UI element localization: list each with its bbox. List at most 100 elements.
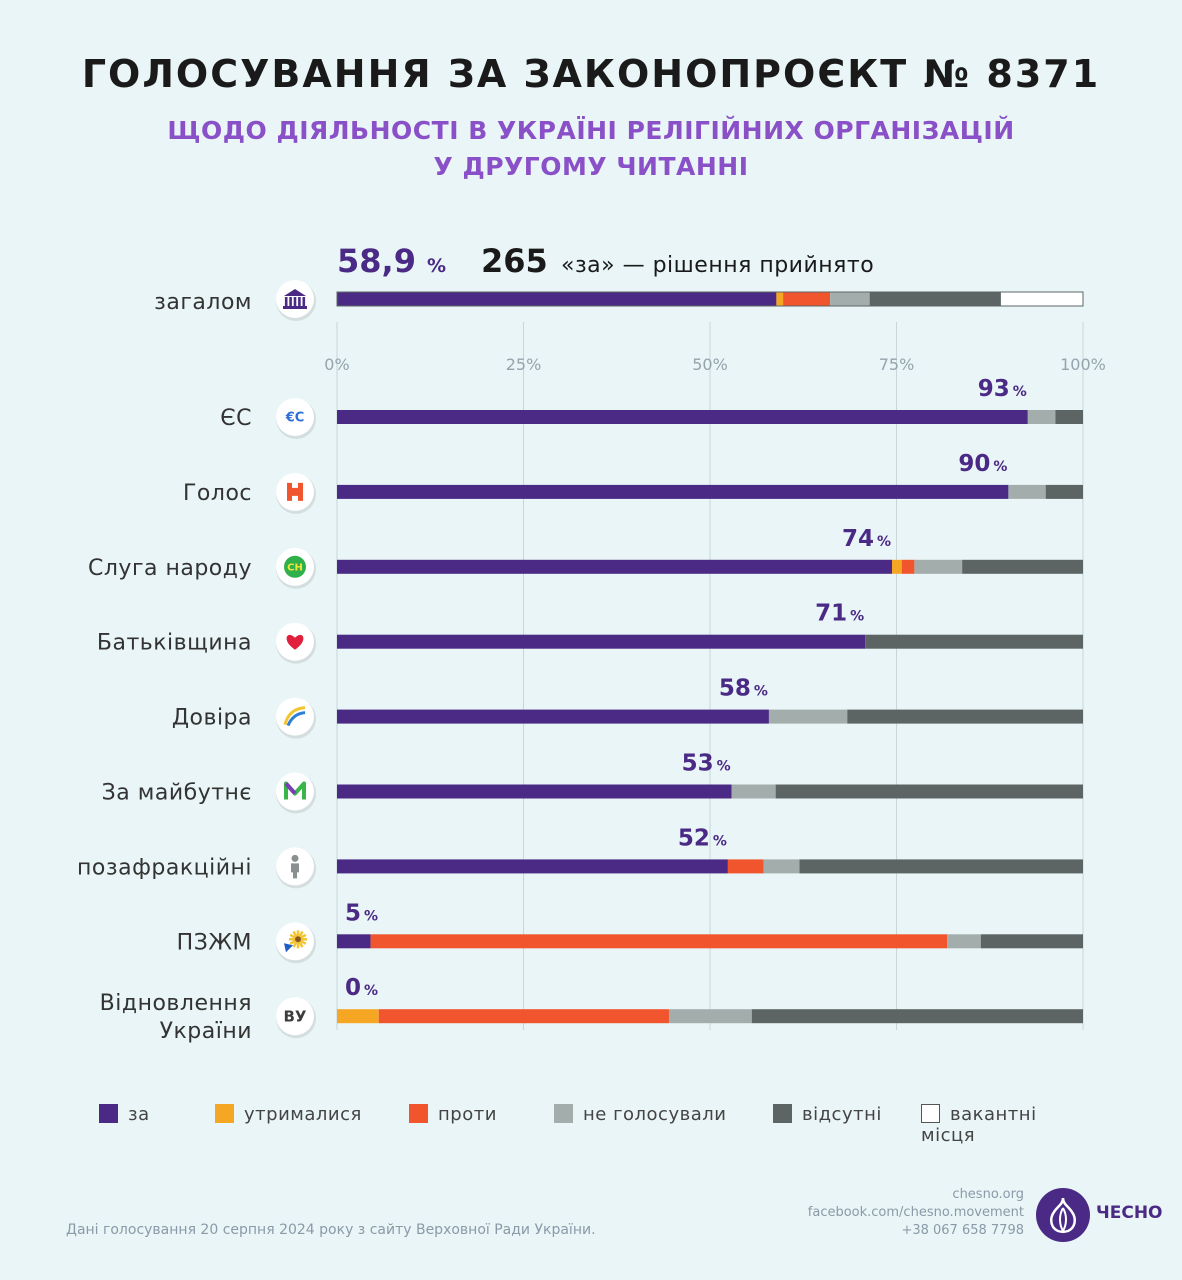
bar-segment-за (337, 410, 1028, 424)
row-label-line: України (160, 1019, 252, 1044)
data-source-note: Дані голосування 20 серпня 2024 року з с… (66, 1222, 596, 1238)
bar-segment-проти (727, 859, 764, 874)
row-label: Слуга народу (88, 556, 252, 581)
legend-item-ne-holosuvaly: не голосували (554, 1104, 726, 1128)
bar-segment-не-голосували (830, 292, 870, 306)
bar-segment-за (337, 709, 769, 724)
bar-segment-проти (370, 934, 948, 949)
subtitle-line-2: У ДРУГОМУ ЧИТАННІ (433, 152, 749, 181)
value-label: 58 (719, 676, 751, 702)
legend-label-za: за (128, 1104, 150, 1125)
heart-icon (276, 622, 316, 664)
holos-icon (276, 472, 316, 514)
bar-segment-утрималися (337, 1009, 379, 1024)
bar-segment-за (337, 292, 777, 306)
x-tick-label: 0% (324, 355, 349, 374)
row-label-line: Відновлення (100, 991, 252, 1016)
bar-segment-за (337, 784, 732, 799)
bar-segment-не-голосували (768, 709, 848, 724)
bar-segment-відсутні (980, 934, 1083, 949)
legend-label-utrymalysia: утрималися (244, 1104, 362, 1125)
value-label: 93 (978, 376, 1010, 402)
legend-item-vakantni: вакантні місця (921, 1104, 1089, 1146)
bar-segment-за (337, 484, 1009, 499)
bar-segment-проти (783, 292, 831, 306)
chart-title: ГОЛОСУВАННЯ ЗА ЗАКОНОПРОЄКТ № 8371 (81, 52, 1101, 96)
row-label-total: загалом (154, 290, 252, 315)
value-label-suffix: % (877, 534, 891, 550)
bar-segment-відсутні (869, 292, 1001, 306)
bar-segment-відсутні (1045, 484, 1083, 499)
bar-segment-проти (378, 1009, 669, 1024)
legend-item-za: за (99, 1104, 150, 1128)
value-label-suffix: % (364, 983, 378, 999)
summary-percent: 58,9 (337, 242, 416, 280)
bar-segment-за (337, 634, 866, 649)
value-label-suffix: % (993, 459, 1007, 475)
row-label: Батьківщина (97, 631, 252, 656)
es-icon: €C (276, 398, 316, 439)
row-label: позафракційні (77, 855, 252, 880)
bar-segment-не-голосували (1027, 410, 1056, 424)
value-label-suffix: % (364, 908, 378, 924)
bar-segment-не-голосували (668, 1009, 752, 1024)
bar-segment-відсутні (865, 634, 1083, 649)
value-label: 90 (958, 451, 990, 477)
value-label: 0 (345, 975, 361, 1001)
chesno-garlic-logo-icon (1036, 1188, 1090, 1242)
legend-label-ne-holosuvaly: не голосували (583, 1104, 727, 1125)
bar-segment-не-голосували (914, 559, 963, 574)
bar-segment-не-голосували (1008, 484, 1046, 499)
legend-item-vidsutni: відсутні (773, 1104, 882, 1128)
legend-swatch-za (99, 1104, 118, 1123)
stacked-bar-chart: 0% 25% 50% 75% 100%58,9% 265 «за» — рішення пр… (77, 242, 1106, 1044)
legend-label-vidsutni: відсутні (802, 1104, 882, 1125)
bar-segment-утрималися (776, 292, 784, 306)
svg-text:ВУ: ВУ (284, 1008, 307, 1026)
summary-count: 265 (481, 242, 548, 280)
value-label: 71 (815, 601, 847, 627)
facebook-link[interactable]: facebook.com/chesno.movement (807, 1205, 1024, 1220)
value-label-suffix: % (754, 684, 768, 700)
row-label: ЄС (220, 406, 252, 431)
bar-segment-відсутні (751, 1009, 1083, 1024)
bar-segment-не-голосували (947, 934, 981, 949)
summary-percent-sign: % (427, 255, 446, 277)
row-label: ПЗЖМ (177, 930, 252, 955)
value-label-suffix: % (1013, 384, 1027, 400)
x-tick-label: 25% (506, 355, 542, 374)
bar-segment-за (337, 859, 728, 874)
legend-item-proty: проти (409, 1104, 497, 1128)
svg-text:СН: СН (287, 562, 303, 573)
bar-segment-за (337, 934, 371, 949)
bar-segment-відсутні (962, 559, 1083, 574)
bar-segment-відсутні (799, 859, 1083, 874)
chart-legend: за утрималися проти не голосували відсут… (99, 1104, 1089, 1146)
x-tick-label: 75% (879, 355, 915, 374)
x-tick-label: 50% (692, 355, 728, 374)
legend-swatch-ne-holosuvaly (554, 1104, 573, 1123)
chart-subtitle: ЩОДО ДІЯЛЬНОСТІ В УКРАЇНІ РЕЛІГІЙНИХ ОРГ… (0, 113, 1182, 185)
pzzhm-icon (276, 922, 316, 964)
vu-icon: ВУ (276, 997, 316, 1039)
legend-swatch-utrymalysia (215, 1104, 234, 1123)
site-link[interactable]: chesno.org (952, 1187, 1024, 1202)
legend-item-utrymalysia: утрималися (215, 1104, 362, 1128)
value-label-suffix: % (717, 759, 731, 775)
bar-segment-не-голосували (731, 784, 776, 799)
parliament-icon (276, 280, 316, 321)
dovira-icon (276, 697, 316, 739)
row-label: За майбутнє (102, 781, 252, 806)
legend-swatch-vidsutni (773, 1104, 792, 1123)
phone-number: +38 067 658 7798 (901, 1223, 1024, 1238)
bar-segment-за (337, 559, 893, 574)
za-maibutnie-icon (276, 772, 316, 814)
bar-segment-утрималися (892, 559, 902, 574)
x-tick-label: 100% (1060, 355, 1106, 374)
legend-label-proty: проти (438, 1104, 497, 1125)
value-label: 74 (842, 526, 874, 552)
row-label: Голос (183, 481, 252, 506)
value-label: 53 (682, 751, 714, 777)
value-label: 5 (345, 900, 361, 926)
bar-segment-проти (901, 559, 915, 574)
